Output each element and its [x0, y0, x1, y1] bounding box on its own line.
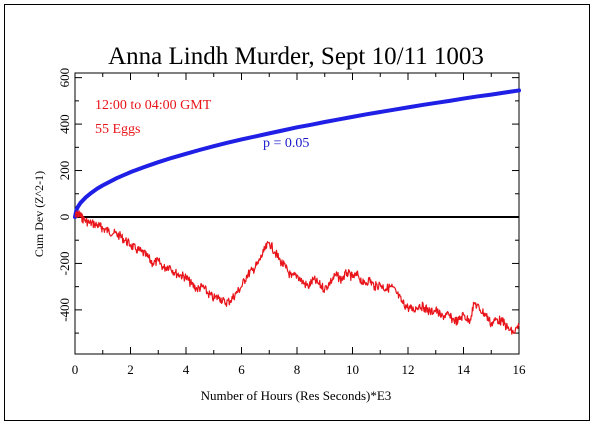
x-tick-label: 6 [238, 362, 245, 377]
y-axis-label: Cum Dev (Z^2-1) [32, 171, 46, 257]
x-tick-label: 2 [127, 362, 134, 377]
axis-ticks [74, 73, 520, 354]
x-tick-label: 0 [72, 362, 79, 377]
y-tick-label: 200 [57, 161, 72, 181]
y-tick-label: 600 [57, 68, 72, 88]
x-tick-label: 10 [346, 362, 359, 377]
x-tick-label: 12 [402, 362, 415, 377]
y-tick-label: 0 [57, 214, 72, 221]
y-tick-label: -200 [57, 252, 72, 276]
x-tick-label: 8 [294, 362, 301, 377]
plot-border [74, 72, 520, 355]
y-tick-label: 400 [57, 114, 72, 134]
series-cumulative-deviation-line [74, 210, 520, 335]
x-tick-label: 14 [457, 362, 471, 377]
y-tick-label: -400 [57, 298, 72, 322]
annotation-time-range: 12:00 to 04:00 GMT [95, 98, 212, 113]
annotation-p-value: p = 0.05 [263, 136, 309, 151]
x-axis-label: Number of Hours (Res Seconds)*E3 [201, 388, 392, 403]
x-tick-label: 4 [183, 362, 190, 377]
series-envelope-line [73, 88, 521, 219]
chart-title: Anna Lindh Murder, Sept 10/11 1003 [108, 43, 484, 70]
axis-tick-labels: 0 2 4 6 8 10 12 14 16 -400 -200 0 200 400 600 [57, 68, 526, 377]
annotation-egg-count: 55 Eggs [95, 122, 141, 137]
plot-area [74, 72, 520, 355]
x-tick-label: 16 [513, 362, 527, 377]
